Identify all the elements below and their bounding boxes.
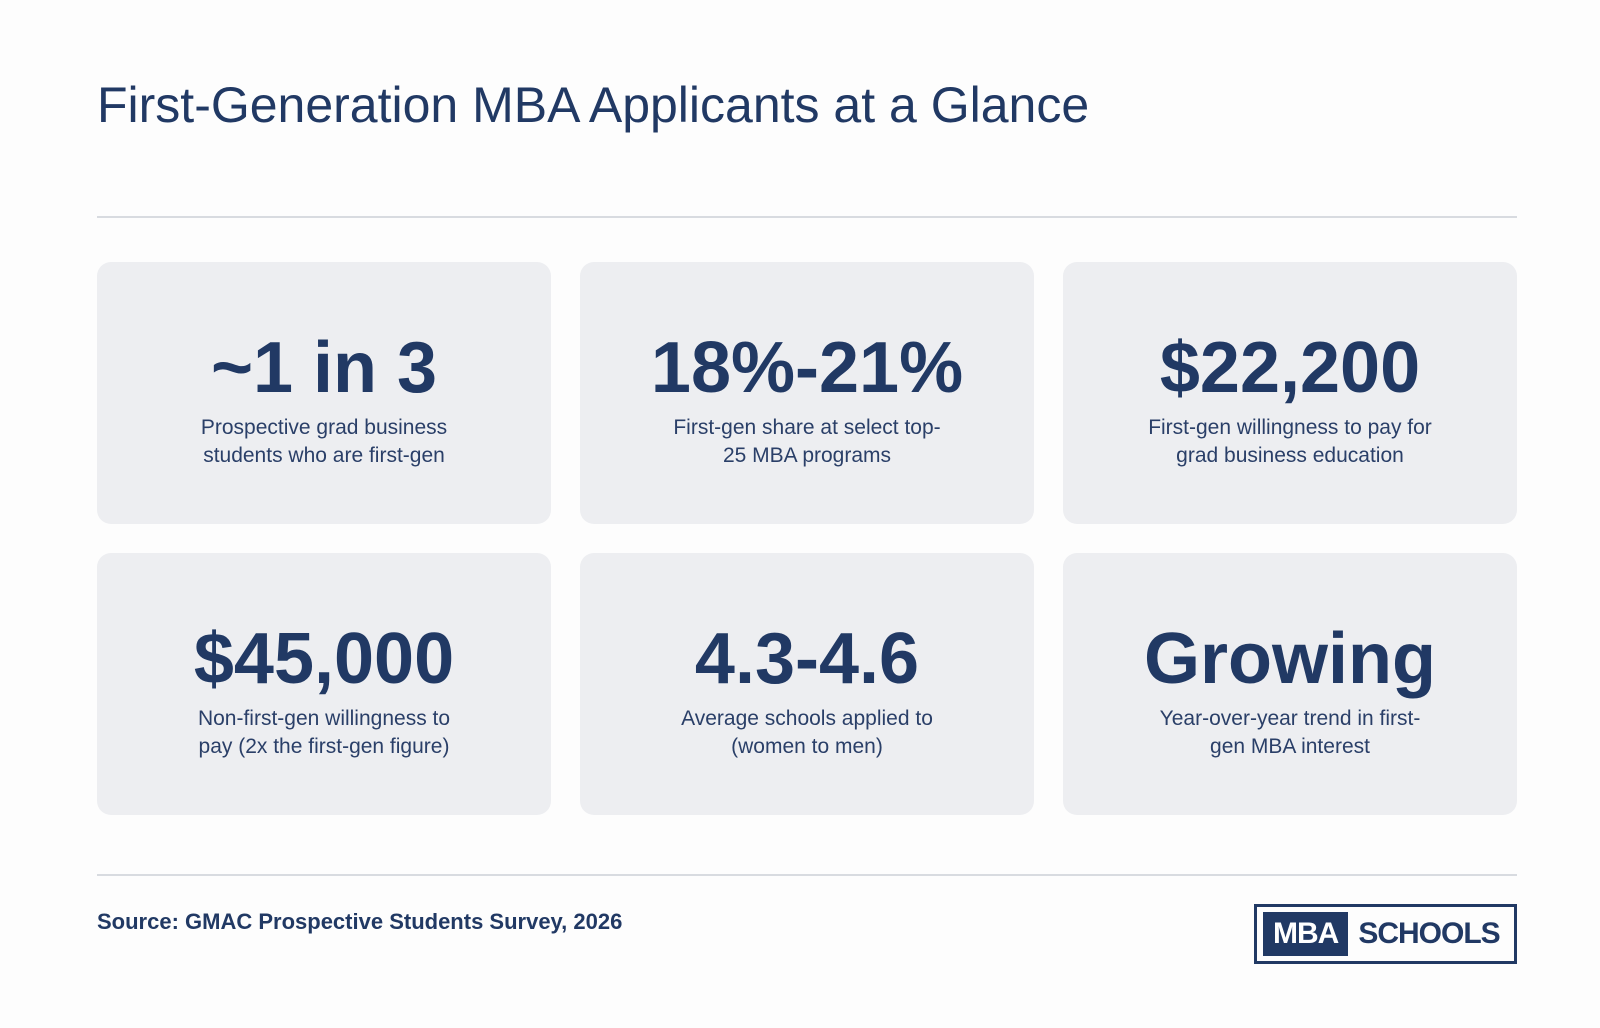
top-divider [97, 216, 1517, 218]
stat-value: 18%-21% [650, 328, 964, 408]
stat-value: $45,000 [193, 619, 455, 699]
stat-value: ~1 in 3 [210, 328, 438, 408]
source-citation: Source: GMAC Prospective Students Survey… [97, 909, 623, 934]
stat-value: Growing [1144, 619, 1436, 699]
stat-description: Prospective grad business students who a… [200, 416, 448, 467]
stat-value: $22,200 [1159, 328, 1421, 408]
page-title: First-Generation MBA Applicants at a Gla… [97, 77, 1090, 133]
stat-card-trend: Growing Year-over-year trend in first-ge… [1063, 553, 1517, 815]
stat-description: Average schools applied to (women to men… [681, 707, 933, 758]
stat-value: 4.3-4.6 [694, 619, 920, 699]
logo-schools-text: SCHOOLS [1358, 917, 1500, 950]
stat-description: Non-first-gen willingness to pay (2x the… [197, 707, 451, 758]
stat-description: First-gen willingness to pay for grad bu… [1148, 416, 1432, 467]
stat-card-first-gen-willingness: $22,200 First-gen willingness to pay for… [1063, 262, 1517, 524]
stats-grid: ~1 in 3 Prospective grad business studen… [97, 262, 1517, 815]
logo-mba-text: MBA [1263, 912, 1349, 956]
mba-schools-logo: MBA SCHOOLS [1254, 904, 1517, 964]
bottom-divider [97, 874, 1517, 876]
stat-description: Year-over-year trend in first-gen MBA in… [1159, 707, 1421, 758]
stat-card-top25-share: 18%-21% First-gen share at select top-25… [580, 262, 1034, 524]
stat-card-schools-applied: 4.3-4.6 Average schools applied to (wome… [580, 553, 1034, 815]
stat-card-non-first-gen-willingness: $45,000 Non-first-gen willingness to pay… [97, 553, 551, 815]
stat-description: First-gen share at select top-25 MBA pro… [673, 416, 941, 467]
stat-card-first-gen-share: ~1 in 3 Prospective grad business studen… [97, 262, 551, 524]
